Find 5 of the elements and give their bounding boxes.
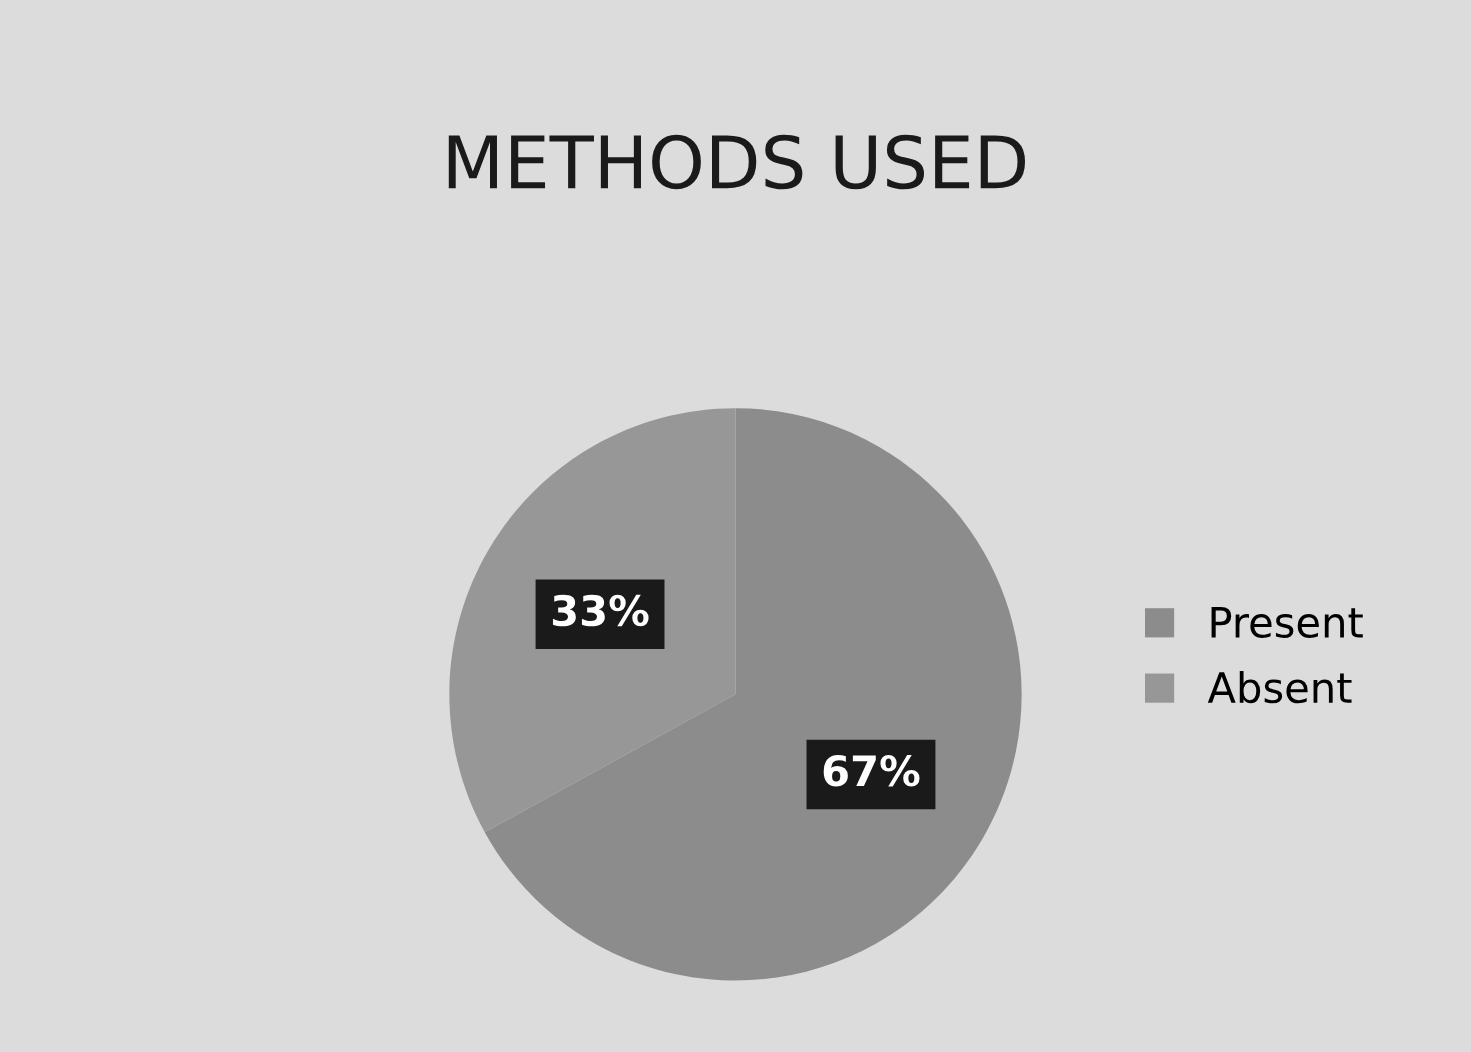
legend-label: Present (1211, 607, 1363, 638)
chart-title: METHODS USED (448, 134, 1026, 190)
data-label: 33% (552, 594, 649, 627)
legend-label: Absent (1207, 671, 1352, 704)
data-label: 67% (823, 755, 920, 787)
